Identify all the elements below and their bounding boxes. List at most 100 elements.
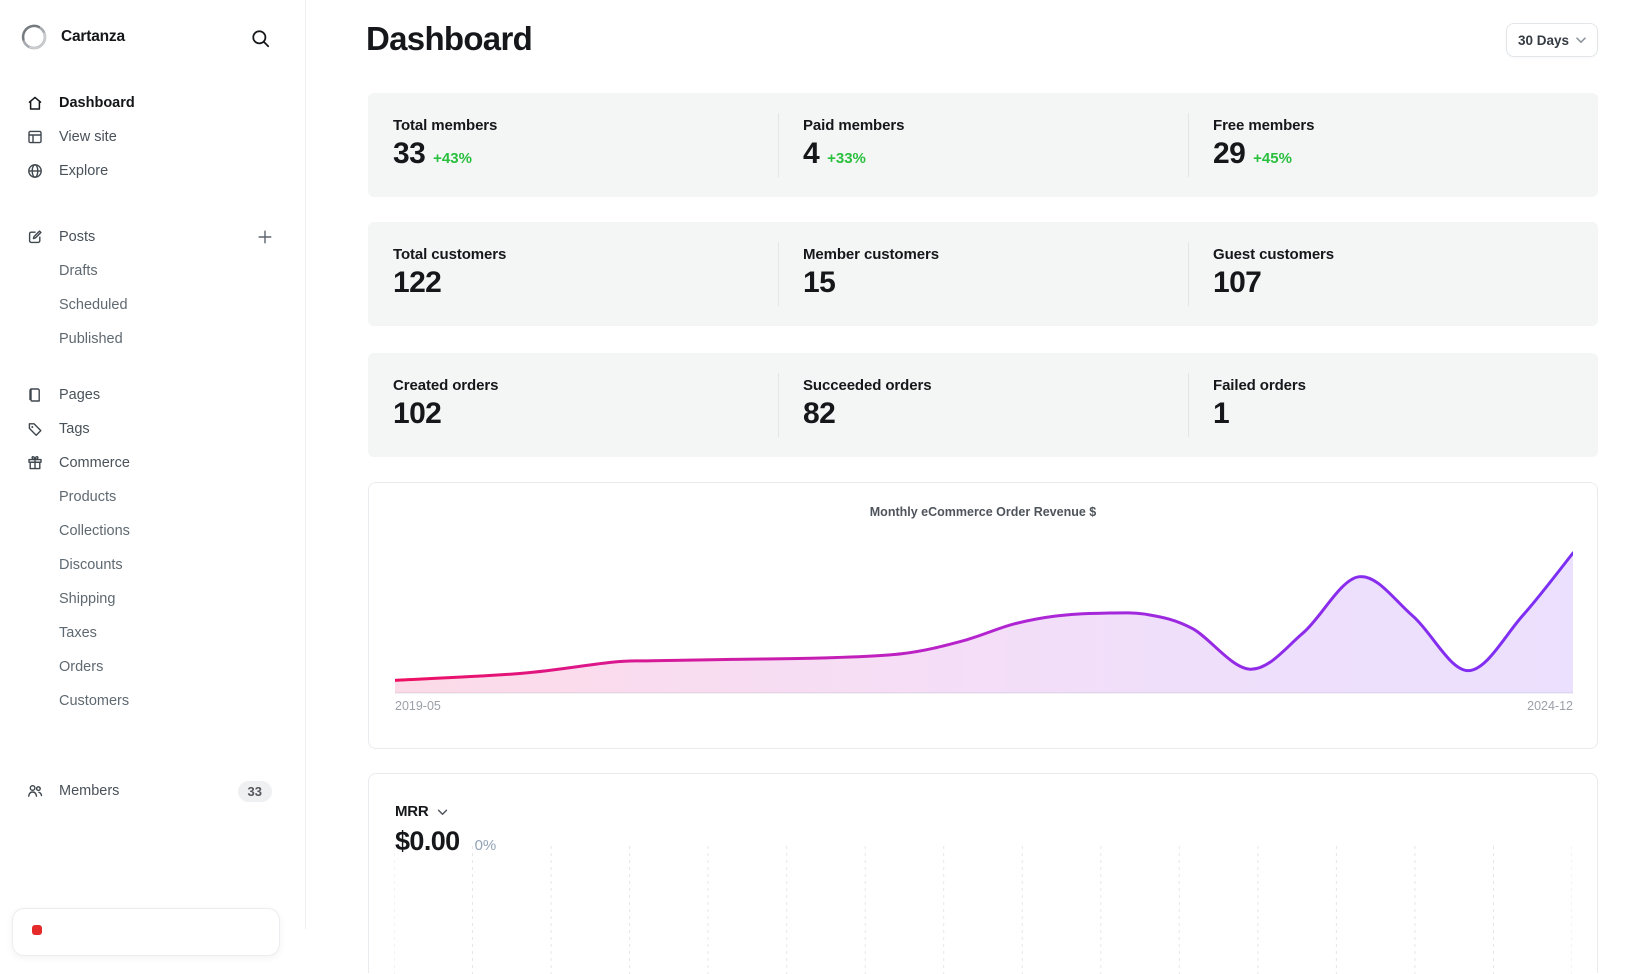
edit-icon	[26, 228, 44, 246]
sidebar-item-members[interactable]: Members 33	[0, 774, 305, 808]
stat-value: 15	[803, 266, 836, 299]
sidebar-item-drafts[interactable]: Drafts	[0, 254, 305, 288]
sidebar-notification-card[interactable]	[12, 908, 280, 956]
sidebar-item-orders[interactable]: Orders	[0, 650, 305, 684]
mrr-metric-selector[interactable]: MRR	[395, 803, 448, 820]
sidebar-item-label: View site	[59, 129, 117, 145]
stat-value: 33	[393, 137, 426, 170]
sidebar-item-label: Tags	[59, 421, 90, 437]
mrr-chart-card: MRR $0.00 0%	[368, 773, 1598, 974]
sidebar-item-label: Discounts	[59, 557, 123, 573]
stat-succeeded-orders[interactable]: Succeeded orders 82	[778, 353, 1188, 457]
stat-label: Total customers	[393, 246, 507, 263]
stat-free-members[interactable]: Free members 29 +45%	[1188, 93, 1598, 197]
cartanza-logo-icon	[19, 22, 49, 52]
chevron-down-icon	[1576, 37, 1586, 44]
revenue-chart-card: Monthly eCommerce Order Revenue $ 2019-0…	[368, 482, 1598, 749]
stat-label: Total members	[393, 117, 498, 134]
people-icon	[26, 782, 44, 800]
stat-guest-customers[interactable]: Guest customers 107	[1188, 222, 1598, 326]
mrr-value: $0.00	[395, 826, 460, 856]
mrr-change-pct: 0%	[474, 837, 497, 854]
sidebar-item-label: Pages	[59, 387, 101, 403]
sidebar-item-taxes[interactable]: Taxes	[0, 616, 305, 650]
stat-value: 107	[1213, 266, 1262, 299]
stat-value: 122	[393, 266, 442, 299]
page-title: Dashboard	[366, 20, 533, 57]
stat-delta: +33%	[827, 150, 866, 167]
sidebar-item-label: Scheduled	[59, 297, 128, 313]
sidebar-item-dashboard[interactable]: Dashboard	[0, 86, 305, 120]
x-axis-end-label: 2024-12	[1527, 699, 1573, 713]
stat-total-members[interactable]: Total members 33 +43%	[368, 93, 778, 197]
stat-value: 4	[803, 137, 820, 170]
stat-label: Created orders	[393, 377, 499, 394]
stat-member-customers[interactable]: Member customers 15	[778, 222, 1188, 326]
sidebar-item-label: Dashboard	[59, 95, 135, 111]
sidebar-item-published[interactable]: Published	[0, 322, 305, 356]
customers-stats-row: Total customers 122 Member customers 15 …	[368, 222, 1598, 326]
sidebar-item-customers[interactable]: Customers	[0, 684, 305, 718]
stat-label: Free members	[1213, 117, 1315, 134]
date-range-selector[interactable]: 30 Days	[1506, 23, 1598, 57]
stat-label: Guest customers	[1213, 246, 1335, 263]
sidebar-item-pages[interactable]: Pages	[0, 378, 305, 412]
sidebar-item-view-site[interactable]: View site	[0, 120, 305, 154]
sidebar-item-label: Products	[59, 489, 117, 505]
stat-value: 1	[1213, 397, 1230, 430]
mrr-chart-gridlines	[394, 846, 1572, 974]
sidebar-item-label: Drafts	[59, 263, 98, 279]
site-title: Cartanza	[61, 28, 125, 45]
sidebar-item-tags[interactable]: Tags	[0, 412, 305, 446]
stat-created-orders[interactable]: Created orders 102	[368, 353, 778, 457]
stat-label: Succeeded orders	[803, 377, 932, 394]
mrr-label: MRR	[395, 803, 429, 820]
sidebar-item-shipping[interactable]: Shipping	[0, 582, 305, 616]
stat-label: Member customers	[803, 246, 939, 263]
sidebar-item-label: Taxes	[59, 625, 97, 641]
sidebar-nav: Dashboard View site Explore Posts	[0, 86, 305, 808]
x-axis-start-label: 2019-05	[395, 699, 441, 713]
stat-delta: +43%	[433, 150, 472, 167]
plus-icon[interactable]	[256, 228, 274, 246]
main-content: Dashboard 30 Days Total members 33 +43% …	[306, 0, 1641, 974]
search-icon[interactable]	[248, 26, 272, 50]
stat-value: 29	[1213, 137, 1246, 170]
stat-value: 102	[393, 397, 442, 430]
alert-red-icon	[32, 925, 42, 935]
sidebar-item-label: Orders	[59, 659, 104, 675]
sidebar: Cartanza Dashboard View site Explore	[0, 0, 306, 956]
date-range-value: 30 Days	[1517, 32, 1570, 48]
sidebar-item-label: Published	[59, 331, 123, 347]
tag-icon	[26, 420, 44, 438]
globe-icon	[26, 162, 44, 180]
stat-paid-members[interactable]: Paid members 4 +33%	[778, 93, 1188, 197]
sidebar-item-label: Posts	[59, 229, 96, 245]
stat-failed-orders[interactable]: Failed orders 1	[1188, 353, 1598, 457]
sidebar-item-label: Commerce	[59, 455, 130, 471]
sidebar-item-label: Explore	[59, 163, 109, 179]
revenue-chart-title: Monthly eCommerce Order Revenue $	[869, 505, 1097, 519]
members-count-badge: 33	[237, 780, 272, 802]
sidebar-item-products[interactable]: Products	[0, 480, 305, 514]
sidebar-item-posts[interactable]: Posts	[0, 220, 305, 254]
stat-value: 82	[803, 397, 836, 430]
brand[interactable]: Cartanza	[19, 22, 125, 52]
sidebar-item-collections[interactable]: Collections	[0, 514, 305, 548]
stat-delta: +45%	[1253, 150, 1292, 167]
orders-stats-row: Created orders 102 Succeeded orders 82 F…	[368, 353, 1598, 457]
revenue-line-chart[interactable]	[395, 521, 1573, 701]
chevron-down-icon	[437, 809, 448, 816]
sidebar-item-commerce[interactable]: Commerce	[0, 446, 305, 480]
stat-label: Failed orders	[1213, 377, 1306, 394]
sidebar-item-discounts[interactable]: Discounts	[0, 548, 305, 582]
gift-icon	[26, 454, 44, 472]
home-icon	[26, 94, 44, 112]
sidebar-item-label: Collections	[59, 523, 130, 539]
sidebar-item-scheduled[interactable]: Scheduled	[0, 288, 305, 322]
sidebar-item-explore[interactable]: Explore	[0, 154, 305, 188]
stat-total-customers[interactable]: Total customers 122	[368, 222, 778, 326]
stat-label: Paid members	[803, 117, 905, 134]
sidebar-item-label: Shipping	[59, 591, 116, 607]
sidebar-item-label: Customers	[59, 693, 130, 709]
